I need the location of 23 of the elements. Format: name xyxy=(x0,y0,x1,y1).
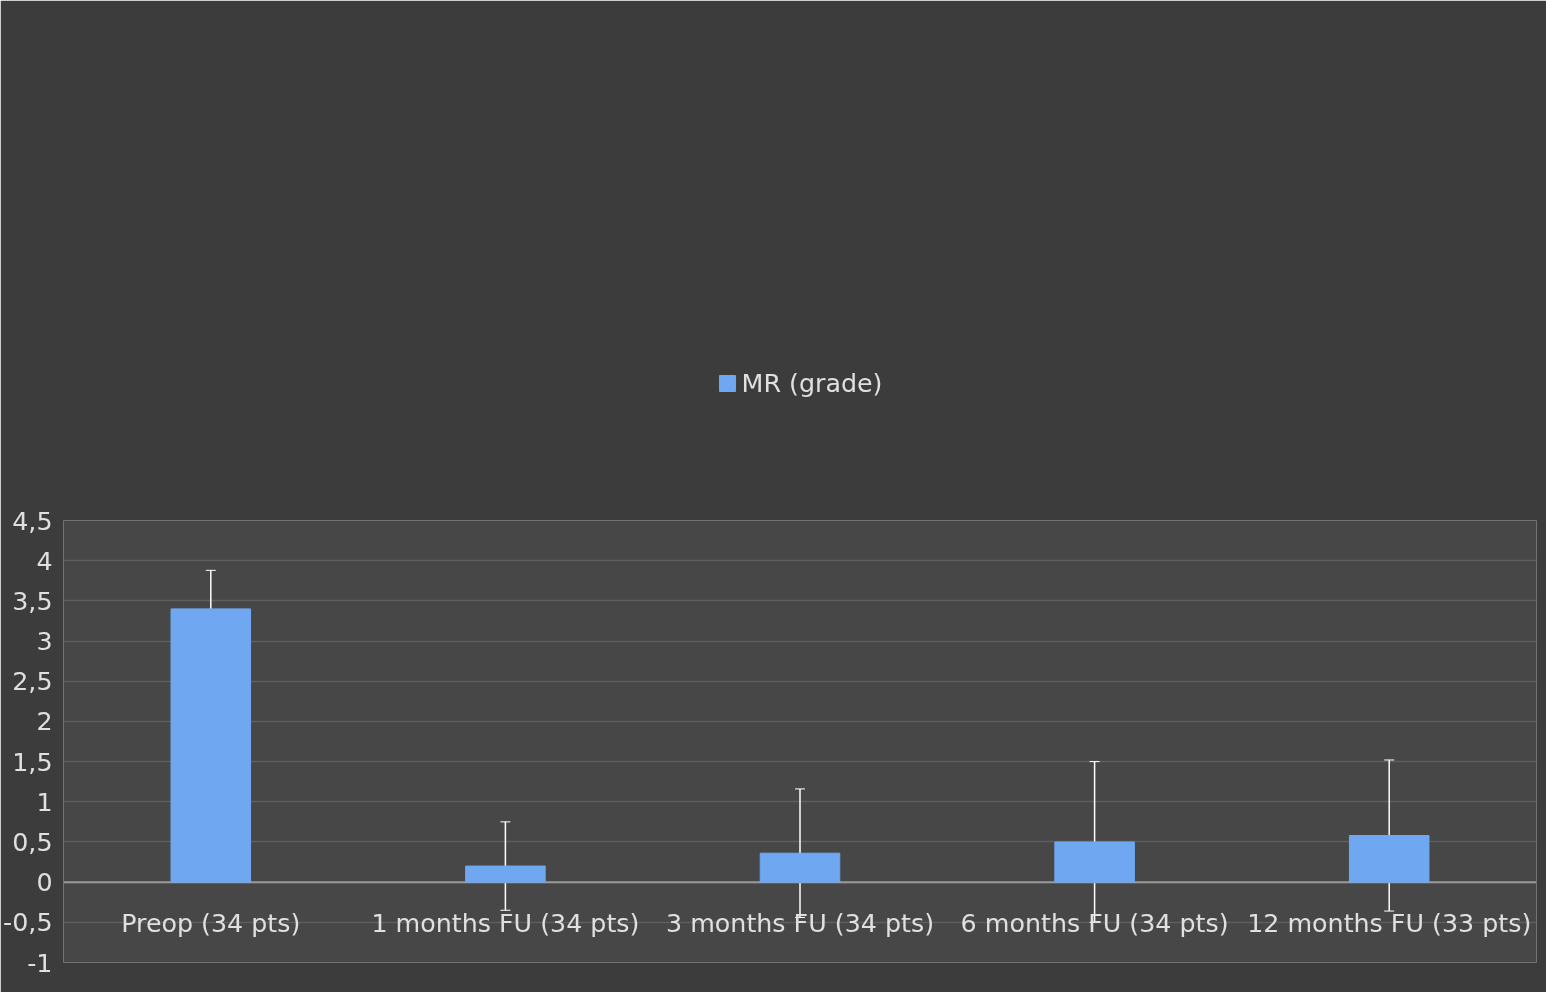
y-tick-label: 2 xyxy=(36,706,53,737)
bar xyxy=(1348,835,1430,883)
bar xyxy=(759,852,841,883)
bar xyxy=(465,865,546,883)
x-tick-label: 1 months FU (34 pts) xyxy=(371,908,640,939)
y-tick-label: -0,5 xyxy=(3,907,53,938)
x-tick-label: Preop (34 pts) xyxy=(121,908,301,939)
y-tick-label: 1 xyxy=(36,786,53,817)
x-tick-label: 12 months FU (33 pts) xyxy=(1247,908,1532,939)
legend-label: MR (grade) xyxy=(741,367,883,398)
y-tick-label: 1,5 xyxy=(12,746,53,777)
y-tick-label: -1 xyxy=(27,947,53,978)
y-tick-label: 2,5 xyxy=(12,666,53,697)
x-tick-label: 6 months FU (34 pts) xyxy=(960,908,1229,939)
y-tick-label: 0 xyxy=(36,867,53,898)
y-tick-label: 0,5 xyxy=(12,826,53,857)
y-tick-label: 4 xyxy=(36,545,53,576)
y-tick-label: 3 xyxy=(36,626,53,657)
y-tick-label: 3,5 xyxy=(12,585,53,616)
y-tick-label: 4,5 xyxy=(12,505,53,536)
x-tick-label: 3 months FU (34 pts) xyxy=(665,908,935,939)
bar xyxy=(170,608,252,883)
bar xyxy=(1054,841,1135,883)
